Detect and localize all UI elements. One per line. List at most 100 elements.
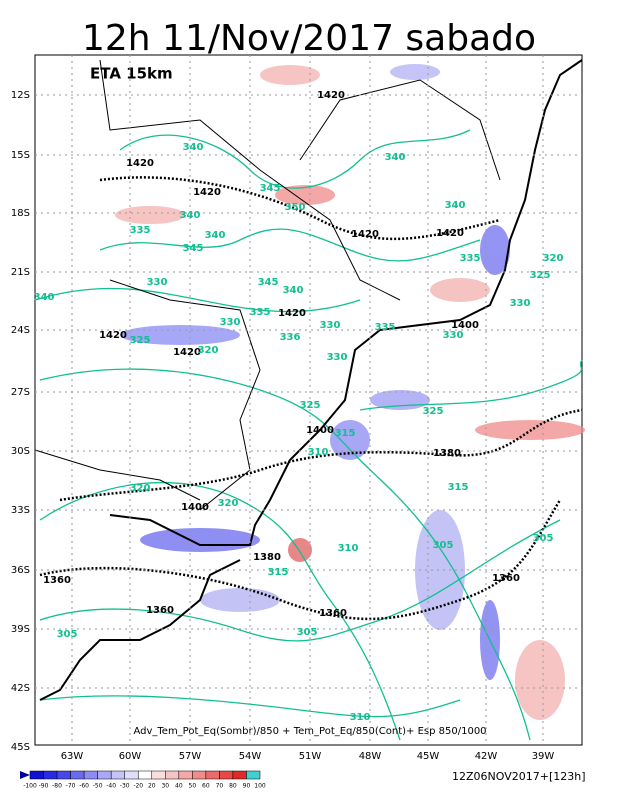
- colorbar-box: [43, 770, 58, 780]
- contour-label: 335: [250, 307, 271, 318]
- contour-label: 330: [443, 330, 464, 341]
- contour-label: 330: [320, 320, 341, 331]
- contour-label: 1420: [351, 229, 379, 240]
- caption: Adv_Tem_Pot_Eq(Sombr)/850 + Tem_Pot_Eq/8…: [133, 726, 486, 737]
- colorbar-label: -40: [106, 783, 116, 790]
- lat-label: 36S: [11, 565, 30, 576]
- contour-label: 1380: [433, 448, 461, 459]
- contour-label: 1400: [181, 502, 209, 513]
- colorbar-box: [192, 770, 207, 780]
- colorbar-label: -80: [52, 783, 62, 790]
- lon-label: 57W: [179, 751, 202, 762]
- contour-label: 1360: [319, 608, 347, 619]
- colorbar-label: 40: [175, 783, 183, 790]
- contour-label: 305: [533, 533, 554, 544]
- contour-label: 1400: [306, 425, 334, 436]
- contour-label: 330: [220, 317, 241, 328]
- contour-label: 345: [260, 183, 281, 194]
- colorbar-label: -50: [93, 783, 103, 790]
- contour-label: 1380: [253, 552, 281, 563]
- colorbar-label: 20: [148, 783, 156, 790]
- colorbar-label: 70: [216, 783, 224, 790]
- contour-label: 335: [130, 225, 151, 236]
- lat-label: 42S: [11, 683, 30, 694]
- contour-label: 310: [338, 543, 359, 554]
- colorbar-box: [70, 770, 85, 780]
- colorbar-box: [165, 770, 180, 780]
- coastline: [39, 59, 583, 701]
- colorbar-label: 100: [254, 783, 266, 790]
- contour-label: 315: [335, 428, 356, 439]
- colorbar-label: -60: [79, 783, 89, 790]
- lon-label: 39W: [532, 751, 555, 762]
- contour-label: 1420: [278, 308, 306, 319]
- contour-label: 325: [423, 406, 444, 417]
- contour-label: 340: [385, 152, 406, 163]
- colorbar-label: -100: [23, 783, 37, 790]
- colorbar-label: -90: [39, 783, 49, 790]
- contour-label: 330: [147, 277, 168, 288]
- contour-label: 340: [34, 292, 55, 303]
- contour-label: 345: [258, 277, 279, 288]
- contour-label: 1420: [436, 228, 464, 239]
- contour-label: 340: [180, 210, 201, 221]
- contour-label: 315: [268, 567, 289, 578]
- colorbar-box: [219, 770, 234, 780]
- contour-label: 330: [327, 352, 348, 363]
- contour-label: 1360: [146, 605, 174, 616]
- lat-label: 21S: [11, 267, 30, 278]
- lon-label: 51W: [299, 751, 322, 762]
- colorbar-label: -70: [66, 783, 76, 790]
- colorbar-box: [246, 770, 261, 780]
- colorbar-box: [232, 770, 247, 780]
- contour-label: 320: [130, 483, 151, 494]
- contour-label: 325: [130, 335, 151, 346]
- contour-label: 335: [375, 322, 396, 333]
- lat-label: 45S: [11, 742, 30, 753]
- title: 12h 11/Nov/2017 sabado: [82, 18, 536, 59]
- lon-label: 54W: [239, 751, 262, 762]
- colorbar-label: -30: [120, 783, 130, 790]
- contour-label: 340: [445, 200, 466, 211]
- contour-label: 1420: [99, 330, 127, 341]
- lat-label: 27S: [11, 387, 30, 398]
- contour-label: 345: [183, 243, 204, 254]
- contour-label: 315: [448, 482, 469, 493]
- colorbar-label: 90: [243, 783, 251, 790]
- contour-label: 340: [183, 142, 204, 153]
- colorbar-box: [29, 770, 44, 780]
- contour-label: 1420: [126, 158, 154, 169]
- colorbar-box: [178, 770, 193, 780]
- contour-label: 310: [350, 712, 371, 723]
- thickness-lines: [39, 176, 583, 621]
- colorbar-box: [205, 770, 220, 780]
- lat-label: 33S: [11, 505, 30, 516]
- lat-label: 12S: [11, 90, 30, 101]
- contour-label: 1360: [43, 575, 71, 586]
- lon-label: 45W: [417, 751, 440, 762]
- contour-label: 325: [530, 270, 551, 281]
- contour-label: 1360: [492, 573, 520, 584]
- lon-label: 48W: [359, 751, 382, 762]
- contour-label: 305: [297, 627, 318, 638]
- colorbar-label: -20: [133, 783, 143, 790]
- lat-label: 18S: [11, 208, 30, 219]
- lon-label: 42W: [475, 751, 498, 762]
- contour-label: 330: [510, 298, 531, 309]
- contour-label: 350: [285, 202, 306, 213]
- colorbar-label: 60: [202, 783, 210, 790]
- contour-label: 1420: [173, 347, 201, 358]
- contour-label: 1420: [317, 90, 345, 101]
- colorbar-box: [151, 770, 166, 780]
- contour-label: 305: [433, 540, 454, 551]
- contour-label: 340: [283, 285, 304, 296]
- timestamp: 12Z06NOV2017+[123h]: [452, 770, 586, 783]
- contour-label: 310: [308, 447, 329, 458]
- lat-label: 24S: [11, 325, 30, 336]
- contour-label: 336: [280, 332, 301, 343]
- labels: 12S 15S 18S 21S 24S 27S 30S 33S 36S 39S 42S 45S 63W 6…: [11, 55, 582, 790]
- colorbar-box: [83, 770, 98, 780]
- contours: [34, 129, 583, 741]
